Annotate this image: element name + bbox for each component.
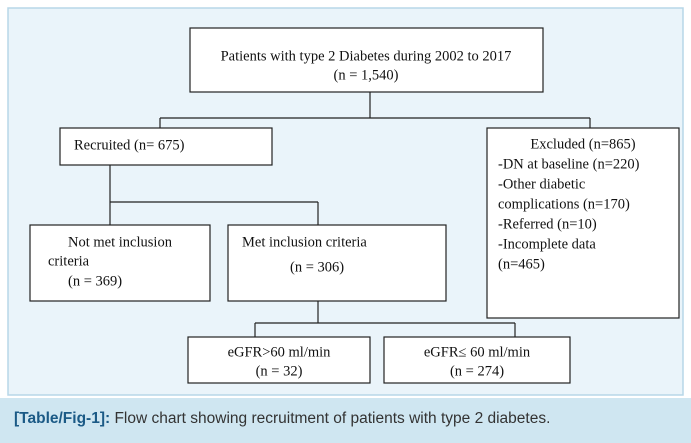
node-text: eGFR≤ 60 ml/min [424, 344, 531, 360]
node-text: Met inclusion criteria [242, 234, 367, 250]
node-text: (n = 32) [256, 363, 303, 379]
node-text: -DN at baseline (n=220) [498, 156, 640, 172]
node-text: criteria [48, 253, 90, 269]
node-box [383, 336, 571, 384]
node-text: (n = 369) [68, 273, 122, 289]
node-text: (n = 1,540) [334, 67, 399, 83]
node-box [187, 336, 371, 384]
caption-label: [Table/Fig-1]: [14, 410, 111, 427]
node-text: -Other diabetic [498, 176, 585, 192]
node-text: -Incomplete data [498, 236, 596, 252]
node-text: (n = 274) [450, 363, 504, 379]
node-text: (n = 306) [290, 259, 344, 275]
flow-chart: Patients with type 2 Diabetes during 200… [7, 7, 684, 396]
node-box [29, 224, 211, 302]
node-box [227, 224, 447, 302]
node-text: -Referred (n=10) [498, 216, 597, 232]
node-text: Patients with type 2 Diabetes during 200… [221, 48, 512, 64]
node-box [486, 127, 680, 319]
node-text: complications (n=170) [498, 196, 630, 212]
node-box [189, 27, 544, 93]
caption: [Table/Fig-1]: Flow chart showing recrui… [0, 398, 691, 443]
node-box [59, 127, 273, 166]
node-text: Recruited (n= 675) [74, 137, 185, 153]
node-text: Not met inclusion [68, 234, 173, 250]
node-text: Excluded (n=865) [530, 136, 635, 152]
node-text: eGFR>60 ml/min [228, 344, 332, 360]
connectors [109, 92, 591, 337]
caption-text: Flow chart showing recruitment of patien… [114, 410, 551, 427]
node-text: (n=465) [498, 256, 545, 272]
